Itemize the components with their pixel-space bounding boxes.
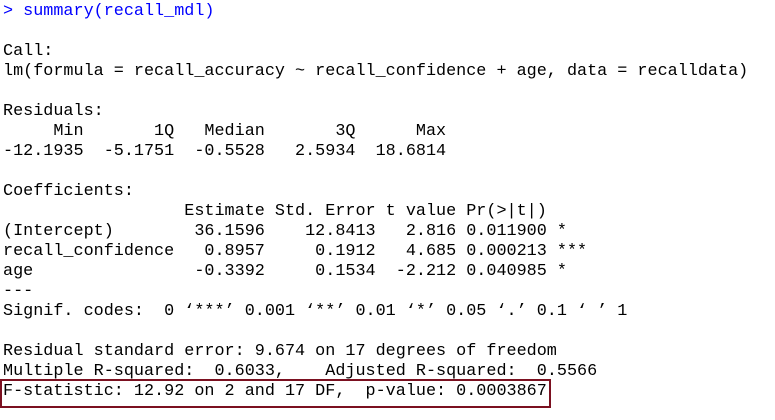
residual-standard-error: Residual standard error: 9.674 on 17 deg… [3, 342, 557, 361]
f-statistic-highlight-box [0, 379, 551, 408]
coefficient-row: age -0.3392 0.1534 -2.212 0.040985 * [3, 262, 588, 281]
f-statistic: F-statistic: 12.92 on 2 and 17 DF, p-val… [3, 382, 547, 401]
coefficients-label: Coefficients: [3, 182, 134, 201]
coefficient-row: (Intercept) 36.1596 12.8413 2.816 0.0119… [3, 222, 588, 241]
call-formula: lm(formula = recall_accuracy ~ recall_co… [3, 62, 749, 81]
blank-line [3, 322, 748, 342]
residuals-header: Min 1Q Median 3Q Max [3, 122, 457, 141]
coefficients-header: Estimate Std. Error t value Pr(>|t|) [3, 202, 588, 221]
coefficient-row: recall_confidence 0.8957 0.1912 4.685 0.… [3, 242, 588, 261]
residuals-values: -12.1935 -5.1751 -0.5528 2.5934 18.6814 [3, 142, 457, 161]
blank-line [3, 22, 748, 42]
command-line: > summary(recall_mdl) [3, 2, 215, 21]
blank-line [3, 162, 748, 182]
call-label: Call: [3, 42, 54, 61]
separator: --- [3, 282, 34, 301]
residuals-label: Residuals: [3, 102, 104, 121]
r-console-output: > summary(recall_mdl) Call: lm(formula =… [3, 2, 748, 402]
signif-codes: Signif. codes: 0 ‘***’ 0.001 ‘**’ 0.01 ‘… [3, 302, 628, 321]
blank-line [3, 82, 748, 102]
r-squared: Multiple R-squared: 0.6033, Adjusted R-s… [3, 362, 608, 381]
